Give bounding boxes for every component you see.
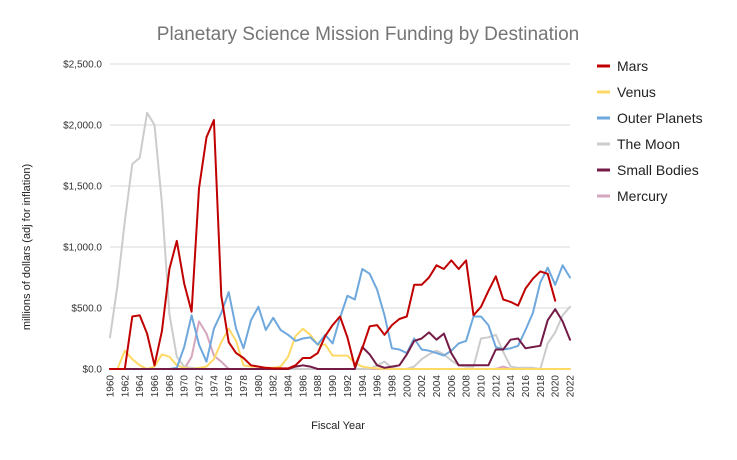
x-tick-label: 1990: [328, 375, 339, 398]
legend-label-small-bodies: Small Bodies: [617, 162, 699, 178]
legend-label-outer-planets: Outer Planets: [617, 110, 703, 126]
x-tick-label: 1996: [373, 375, 384, 398]
gridlines: [110, 63, 570, 370]
x-tick-label: 2010: [476, 375, 487, 398]
x-tick-label: 2004: [432, 375, 443, 398]
x-axis-ticks: 1960 1962 1964 1966 1968 1970 1972 1974 1976 1978…: [106, 375, 577, 398]
x-tick-label: 1982: [269, 375, 280, 398]
x-tick-label: 1972: [195, 375, 206, 398]
x-tick-label: 1964: [135, 375, 146, 398]
legend: Mars Venus Outer Planets The Moon Small Bodi…: [597, 58, 703, 204]
x-tick-label: 1960: [106, 375, 117, 398]
x-tick-label: 1966: [150, 375, 161, 398]
legend-label-mars: Mars: [617, 58, 648, 74]
y-axis-title: millions of dollars (adj for inflation): [21, 164, 33, 330]
x-tick-label: 2016: [521, 375, 532, 398]
legend-label-mercury: Mercury: [617, 188, 668, 204]
x-tick-label: 1974: [209, 375, 220, 398]
y-tick-label: $2,000.0: [63, 121, 102, 132]
x-tick-label: 1986: [298, 375, 309, 398]
x-tick-label: 2012: [491, 375, 502, 398]
x-tick-label: 1970: [180, 375, 191, 398]
series-lines: [109, 111, 571, 370]
y-tick-label: $500.0: [71, 304, 102, 315]
x-axis-title: Fiscal Year: [311, 420, 365, 432]
x-tick-label: 1998: [387, 375, 398, 398]
series-line-mars: [109, 119, 557, 370]
x-tick-label: 2000: [402, 375, 413, 398]
x-tick-label: 1962: [120, 375, 131, 398]
legend-label-venus: Venus: [617, 84, 656, 100]
y-tick-label: $0.0: [83, 365, 103, 376]
x-tick-label: 1984: [284, 375, 295, 398]
series-line-the-moon: [109, 111, 571, 370]
y-tick-label: $1,500.0: [63, 182, 102, 193]
chart-title: Planetary Science Mission Funding by Des…: [157, 24, 579, 45]
x-tick-label: 2002: [417, 375, 428, 398]
y-tick-label: $2,500.0: [63, 60, 102, 71]
x-tick-label: 2008: [462, 375, 473, 398]
x-tick-label: 1994: [358, 375, 369, 398]
x-tick-label: 1988: [313, 375, 324, 398]
legend-label-the-moon: The Moon: [617, 136, 680, 152]
x-tick-label: 2014: [506, 375, 517, 398]
y-tick-label: $1,000.0: [63, 243, 102, 254]
x-tick-label: 2018: [536, 375, 547, 398]
series-line-small-bodies: [109, 308, 571, 370]
x-tick-label: 2006: [447, 375, 458, 398]
x-tick-label: 1968: [165, 375, 176, 398]
y-axis-ticks: $0.0 $500.0 $1,000.0 $1,500.0 $2,000.0 $2,500…: [63, 60, 102, 376]
x-tick-label: 2020: [551, 375, 562, 398]
x-tick-label: 1980: [254, 375, 265, 398]
x-tick-label: 2022: [566, 375, 577, 398]
x-tick-label: 1976: [224, 375, 235, 398]
x-tick-label: 1992: [343, 375, 354, 398]
x-tick-label: 1978: [239, 375, 250, 398]
